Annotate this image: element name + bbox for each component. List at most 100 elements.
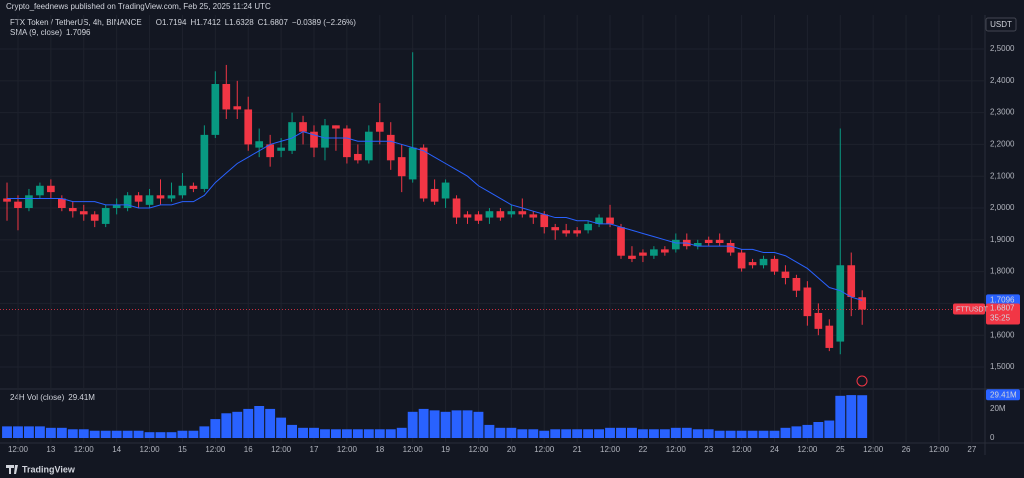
ohlc-value: H1.7412 [190,18,221,27]
volume-name: 24H Vol (close) [10,393,65,402]
volume-bar [583,429,594,438]
candle-body [704,239,713,243]
volume-bar [2,426,12,438]
candle-body [112,204,121,209]
currency-label[interactable]: USDT [990,20,1012,29]
volume-bar [824,420,835,438]
candle-body [803,287,812,317]
volume-bar [320,429,330,438]
candle-body [825,325,834,348]
volume-bar [210,419,221,438]
volume-bar [407,411,418,438]
candle-body [759,258,768,266]
x-tick-label: 12:00 [863,445,884,454]
candle-body [354,153,362,161]
x-tick-label: 12:00 [732,445,753,454]
volume-bar [539,430,550,438]
volume-badge-label: 29.41M [990,390,1017,399]
volume-bar [67,429,78,438]
candle-body [715,239,724,243]
volume-bar [517,429,528,438]
volume-bar [780,427,791,438]
volume-bar [506,427,517,438]
volume-bar [594,429,605,438]
volume-bar [769,430,780,438]
candle-body [792,277,801,291]
candle-body [496,211,505,218]
volume-bar [846,395,857,438]
x-tick-label: 12:00 [8,445,29,454]
candle-body [836,265,845,342]
x-tick-label: 12:00 [205,445,226,454]
volume-bar [232,411,243,438]
candle-body [79,211,88,215]
candle-body [134,195,143,202]
volume-bar [111,430,122,438]
candle-body [299,122,307,132]
candle-body [781,271,790,278]
candle-body [529,214,538,218]
volume-bar [24,426,34,438]
volume-value: 29.41M [68,393,95,402]
volume-bar [144,432,155,438]
indicator-name: SMA (9, close) [10,28,62,37]
x-tick-label: 25 [836,445,845,454]
candle-body [47,185,55,193]
x-tick-label: 26 [902,445,911,454]
candle-body [397,157,406,177]
y-tick-label: 2,3000 [990,108,1015,117]
y-tick-label: 1,6000 [990,330,1015,339]
candle-body [255,141,264,148]
x-tick-label: 21 [573,445,582,454]
candle-body [419,147,428,199]
ohlc-value: −0.0389 (−2.26%) [292,18,356,27]
event-icon[interactable] [856,375,868,387]
candle-body [671,239,680,250]
x-tick-label: 18 [375,445,384,454]
y-tick-label: 2,1000 [990,171,1015,180]
logo-icon [6,465,18,474]
ohlc-value: O1.7194 [156,18,187,27]
candle-body [25,195,33,209]
volume-tick-label: 0 [990,433,995,442]
y-tick-label: 1,9000 [990,235,1015,244]
candle-body [474,214,483,221]
candle-body [452,198,461,218]
x-tick-label: 12:00 [666,445,687,454]
candle-body [430,188,439,202]
candle-body [288,122,296,151]
y-tick-label: 1,8000 [990,267,1015,276]
candle-body [233,106,242,110]
x-tick-label: 12:00 [337,445,358,454]
volume-bar [331,429,341,438]
volume-bar [385,429,396,438]
candle-body [145,195,154,205]
candle-body [518,211,527,215]
candle-body [211,84,220,135]
currency-badge[interactable] [985,17,1017,32]
indicator-value: 1.7096 [66,28,91,37]
volume-tick-label: 20M [990,404,1006,413]
x-tick-label: 23 [704,445,713,454]
volume-bar [495,427,506,438]
volume-bar [34,426,45,438]
volume-bar [802,424,813,438]
volume-bar [648,429,659,438]
volume-bar [462,410,473,438]
volume-bar [725,430,736,438]
volume-bar [287,424,298,438]
candle-body [770,258,779,272]
ohlc-value: C1.6807 [258,18,289,27]
candle-body [617,227,625,256]
volume-bar [100,430,111,438]
x-tick-label: 27 [967,445,976,454]
x-tick-label: 12:00 [600,445,621,454]
volume-bar [857,395,868,438]
sma-badge-label: 1.7096 [990,295,1015,304]
volume-bar [791,426,802,438]
sma-line [7,131,863,301]
candle-body [364,131,373,161]
symbol-badge [953,303,985,315]
candle-body [441,182,450,199]
